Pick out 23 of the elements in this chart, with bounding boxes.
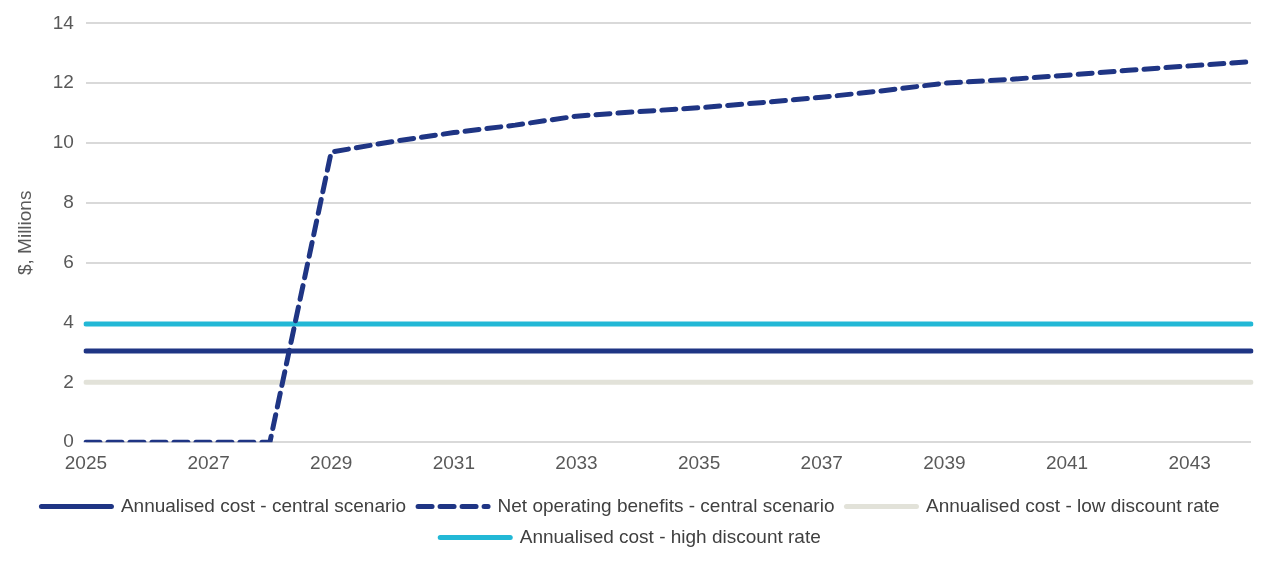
legend-label: Annualised cost - low discount rate bbox=[925, 494, 1220, 516]
x-tick-label: 2027 bbox=[187, 451, 230, 473]
y-tick-label: 10 bbox=[52, 131, 74, 153]
y-axis-title: $, Millions bbox=[13, 190, 35, 276]
y-tick-label: 0 bbox=[63, 430, 74, 452]
x-tick-label: 2043 bbox=[1168, 451, 1211, 473]
y-tick-label: 6 bbox=[63, 250, 74, 272]
y-tick-label: 2 bbox=[63, 370, 74, 392]
y-tick-label: 8 bbox=[63, 191, 74, 213]
legend-label: Net operating benefits - central scenario bbox=[497, 494, 835, 516]
legend-label: Annualised cost - high discount rate bbox=[519, 525, 821, 547]
y-tick-label: 12 bbox=[52, 71, 74, 93]
x-tick-label: 2031 bbox=[432, 451, 475, 473]
x-tick-label: 2029 bbox=[310, 451, 353, 473]
y-tick-label: 4 bbox=[63, 310, 75, 332]
x-tick-label: 2041 bbox=[1045, 451, 1089, 473]
x-tick-label: 2033 bbox=[555, 451, 598, 473]
y-tick-label: 14 bbox=[52, 11, 75, 33]
x-tick-label: 2025 bbox=[64, 451, 108, 473]
x-tick-label: 2037 bbox=[800, 451, 843, 473]
x-tick-label: 2039 bbox=[923, 451, 966, 473]
legend-label: Annualised cost - central scenario bbox=[120, 494, 407, 516]
x-tick-label: 2035 bbox=[677, 451, 721, 473]
